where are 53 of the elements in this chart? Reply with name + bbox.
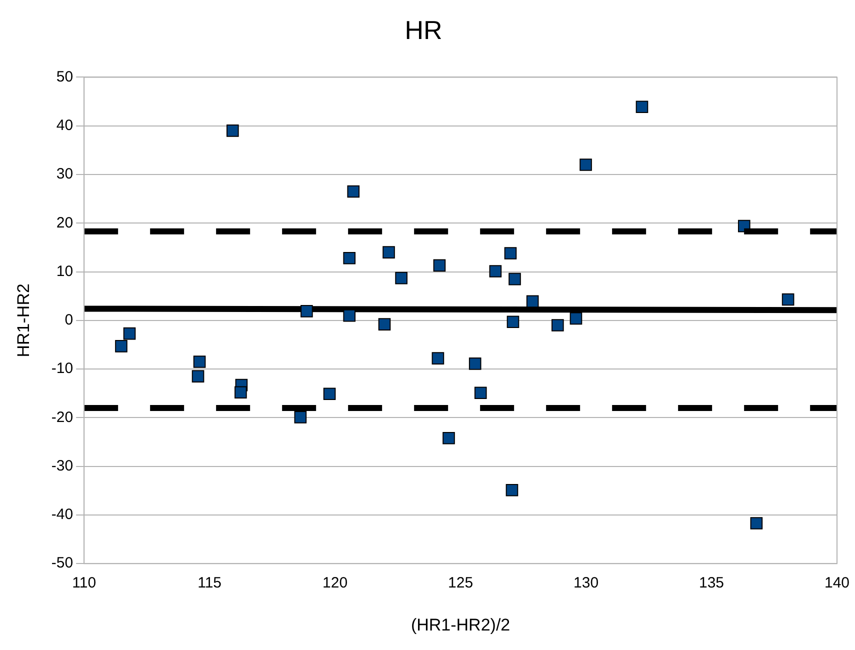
point	[489, 265, 502, 278]
chart-title: HR	[404, 14, 442, 45]
y-tick-label: 30	[56, 166, 74, 183]
point	[382, 246, 395, 258]
point	[234, 386, 247, 399]
point	[570, 312, 582, 325]
x-axis-title: (HR1-HR2)/2	[410, 615, 510, 634]
x-tick-label: 110	[72, 574, 96, 592]
point	[123, 327, 136, 340]
x-tick-label: 130	[574, 574, 599, 592]
point	[226, 124, 239, 137]
point	[506, 316, 520, 328]
y-tick-label: -40	[51, 506, 74, 524]
point	[506, 484, 518, 496]
point	[782, 293, 794, 306]
point	[300, 305, 313, 318]
point	[580, 158, 592, 171]
point	[193, 356, 206, 368]
point	[504, 247, 517, 260]
point	[395, 272, 408, 284]
point	[343, 309, 356, 322]
x-tick-label: 125	[448, 574, 474, 592]
y-tick-label: 40	[56, 116, 74, 134]
y-tick-label: -50	[51, 554, 74, 572]
x-tick-label: 140	[824, 574, 850, 592]
point	[526, 295, 539, 308]
y-tick-label: 50	[56, 68, 74, 86]
y-tick-label: -30	[51, 457, 74, 474]
point	[115, 340, 128, 352]
point	[378, 318, 391, 330]
y-tick-label: 20	[56, 214, 74, 232]
point	[442, 432, 455, 444]
y-tick-label: 10	[56, 262, 74, 280]
point	[323, 388, 336, 400]
point	[432, 352, 444, 364]
point	[192, 370, 204, 382]
point	[343, 252, 356, 264]
y-tick-label: -20	[51, 408, 74, 426]
point	[433, 259, 446, 272]
y-axis-title: HR1-HR2	[14, 284, 33, 358]
point	[468, 358, 482, 370]
point	[750, 517, 763, 530]
point	[294, 411, 307, 424]
x-tick-label: 135	[699, 574, 724, 592]
x-tick-label: 120	[322, 574, 348, 592]
point	[636, 100, 648, 114]
point	[508, 272, 521, 286]
y-tick-label: -10	[51, 360, 74, 378]
y-tick-label: 0	[64, 312, 74, 329]
point	[474, 386, 487, 400]
x-tick-label: 115	[198, 574, 222, 592]
point	[347, 185, 360, 198]
point	[552, 319, 564, 332]
